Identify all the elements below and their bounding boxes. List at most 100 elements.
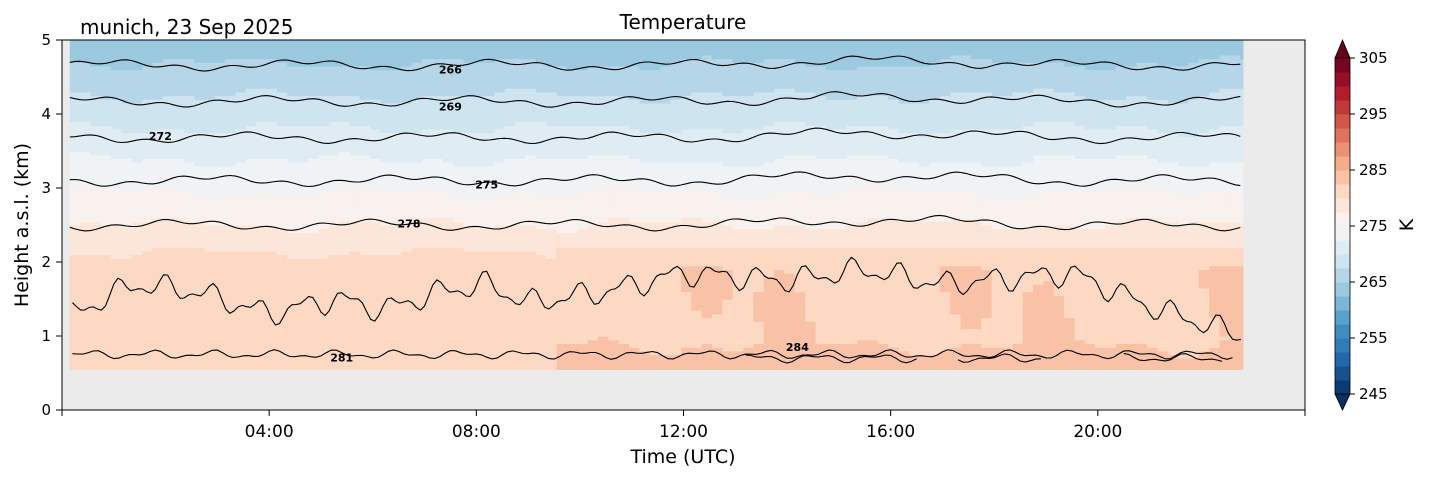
field-cell bbox=[535, 254, 547, 259]
field-cell bbox=[349, 191, 361, 196]
field-cell bbox=[390, 151, 402, 156]
field-cell bbox=[214, 73, 226, 78]
field-cell bbox=[432, 139, 444, 145]
field-cell bbox=[649, 358, 661, 363]
field-cell bbox=[525, 254, 537, 259]
field-cell bbox=[411, 139, 423, 145]
field-cell bbox=[266, 361, 278, 367]
field-cell bbox=[287, 84, 299, 89]
field-cell bbox=[463, 110, 475, 115]
field-cell bbox=[598, 202, 609, 208]
field-cell bbox=[421, 165, 433, 171]
field-cell bbox=[235, 269, 247, 274]
field-cell bbox=[276, 143, 288, 148]
field-cell bbox=[245, 250, 257, 256]
field-cell bbox=[515, 199, 527, 204]
field-cell bbox=[100, 128, 112, 134]
field-cell bbox=[173, 321, 185, 326]
field-cell bbox=[618, 221, 630, 226]
field-cell bbox=[453, 343, 464, 348]
field-cell bbox=[297, 332, 309, 337]
field-cell bbox=[598, 43, 609, 48]
field-cell bbox=[349, 139, 361, 145]
field-cell bbox=[484, 361, 496, 367]
field-cell bbox=[69, 365, 81, 370]
field-cell bbox=[639, 77, 651, 82]
field-cell bbox=[359, 302, 371, 307]
field-cell bbox=[566, 154, 578, 159]
field-cell bbox=[442, 225, 454, 230]
field-cell bbox=[608, 273, 620, 278]
field-cell bbox=[473, 65, 485, 71]
field-cell bbox=[401, 317, 413, 322]
field-cell bbox=[421, 328, 433, 333]
field-cell bbox=[504, 80, 516, 85]
field-cell bbox=[69, 43, 81, 48]
field-cell bbox=[173, 199, 185, 204]
field-cell bbox=[245, 91, 257, 97]
field-cell bbox=[339, 199, 351, 204]
field-cell bbox=[162, 221, 174, 226]
field-cell bbox=[421, 40, 433, 45]
field-cell bbox=[328, 265, 340, 270]
field-cell bbox=[256, 265, 268, 270]
field-cell bbox=[370, 310, 382, 315]
field-cell bbox=[121, 188, 133, 193]
field-cell bbox=[318, 143, 330, 148]
field-cell bbox=[287, 62, 299, 67]
field-cell bbox=[515, 254, 527, 259]
field-cell bbox=[484, 350, 496, 356]
field-cell bbox=[297, 202, 309, 208]
field-cell bbox=[235, 306, 247, 311]
field-cell bbox=[359, 47, 371, 52]
field-cell bbox=[411, 188, 423, 193]
field-cell bbox=[266, 299, 278, 304]
field-cell bbox=[370, 365, 382, 370]
field-cell bbox=[100, 254, 112, 259]
field-cell bbox=[349, 332, 361, 337]
field-cell bbox=[349, 287, 361, 293]
field-cell bbox=[432, 84, 444, 89]
field-cell bbox=[349, 91, 361, 97]
field-cell bbox=[214, 184, 226, 189]
field-cell bbox=[339, 247, 351, 252]
field-cell bbox=[90, 110, 102, 115]
field-cell bbox=[266, 202, 278, 208]
field-cell bbox=[183, 213, 195, 219]
field-cell bbox=[494, 273, 506, 278]
field-cell bbox=[131, 310, 143, 315]
field-cell bbox=[432, 332, 444, 337]
field-cell bbox=[245, 147, 257, 152]
field-cell bbox=[359, 40, 371, 45]
field-cell bbox=[473, 77, 485, 82]
field-cell bbox=[318, 154, 330, 159]
field-cell bbox=[504, 73, 516, 78]
field-cell bbox=[225, 132, 237, 137]
field-cell bbox=[80, 80, 92, 85]
field-cell bbox=[463, 343, 475, 348]
field-cell bbox=[173, 147, 185, 152]
field-cell bbox=[297, 365, 309, 370]
field-cell bbox=[370, 265, 382, 270]
field-cell bbox=[432, 321, 444, 326]
field-cell bbox=[173, 313, 185, 319]
field-cell bbox=[639, 276, 651, 282]
field-cell bbox=[173, 117, 185, 122]
field-cell bbox=[411, 69, 423, 74]
field-cell bbox=[183, 110, 195, 115]
field-cell bbox=[214, 365, 226, 370]
field-cell bbox=[131, 236, 143, 241]
field-cell bbox=[349, 213, 361, 219]
field-cell bbox=[608, 54, 620, 60]
field-cell bbox=[276, 91, 288, 97]
field-cell bbox=[111, 154, 123, 159]
field-cell bbox=[339, 143, 351, 148]
field-cell bbox=[515, 176, 527, 182]
field-cell bbox=[194, 243, 206, 248]
field-cell bbox=[629, 221, 641, 226]
field-cell bbox=[204, 47, 216, 52]
field-cell bbox=[535, 162, 547, 167]
field-cell bbox=[256, 206, 268, 211]
field-cell bbox=[515, 88, 527, 93]
field-cell bbox=[608, 265, 620, 270]
